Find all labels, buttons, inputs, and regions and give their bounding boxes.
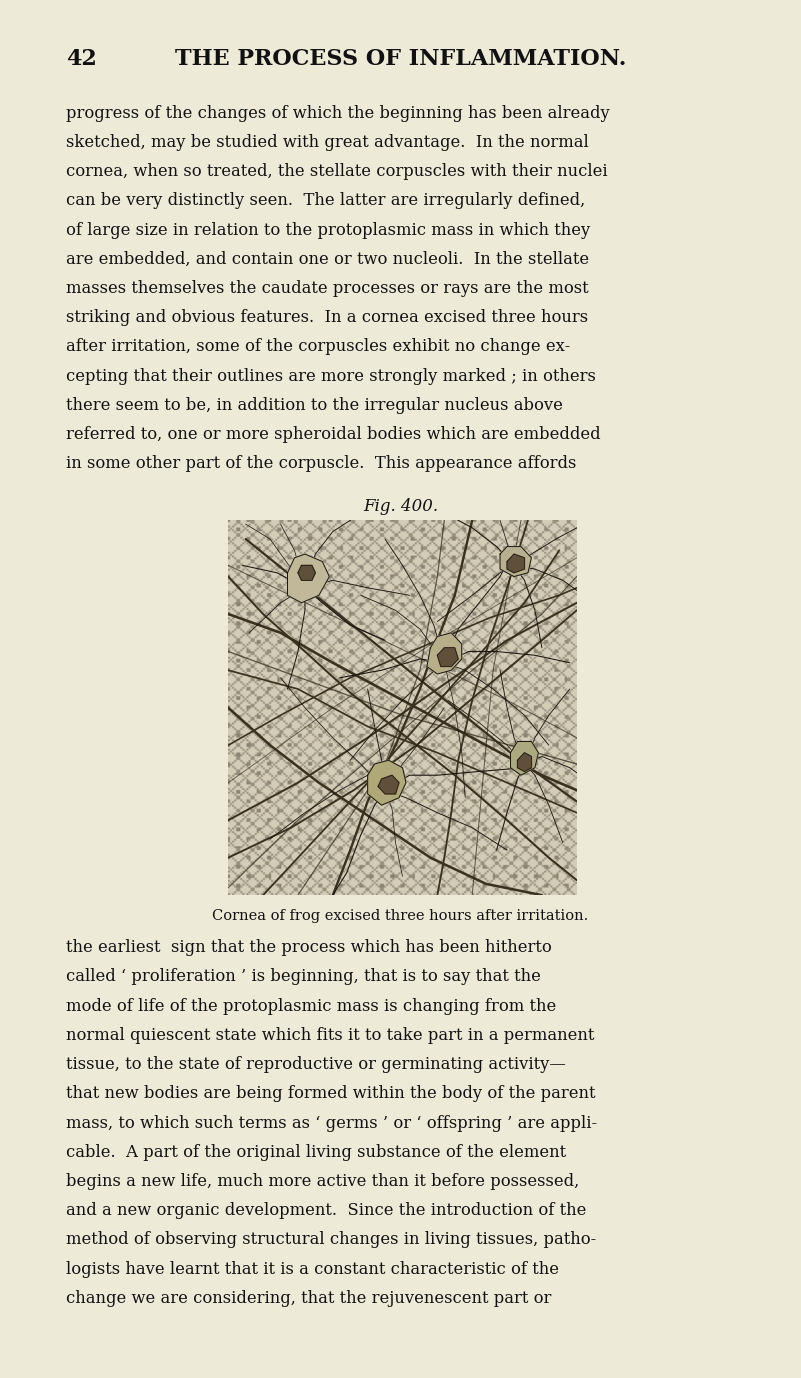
Text: masses themselves the caudate processes or rays are the most: masses themselves the caudate processes … <box>66 280 588 298</box>
Text: in some other part of the corpuscle.  This appearance affords: in some other part of the corpuscle. Thi… <box>66 455 576 473</box>
Text: Fig. 400.: Fig. 400. <box>363 499 438 515</box>
Text: method of observing structural changes in living tissues, patho-: method of observing structural changes i… <box>66 1232 596 1248</box>
Text: cepting that their outlines are more strongly marked ; in others: cepting that their outlines are more str… <box>66 368 596 384</box>
Text: referred to, one or more spheroidal bodies which are embedded: referred to, one or more spheroidal bodi… <box>66 426 600 444</box>
Text: mass, to which such terms as ‘ germs ’ or ‘ offspring ’ are appli-: mass, to which such terms as ‘ germs ’ o… <box>66 1115 597 1131</box>
Polygon shape <box>378 776 399 794</box>
Polygon shape <box>427 633 461 674</box>
Text: change we are considering, that the rejuvenescent part or: change we are considering, that the reju… <box>66 1290 551 1306</box>
Text: striking and obvious features.  In a cornea excised three hours: striking and obvious features. In a corn… <box>66 309 588 327</box>
Text: Cornea of frog excised three hours after irritation.: Cornea of frog excised three hours after… <box>212 909 589 923</box>
Text: the earliest  sign that the process which has been hitherto: the earliest sign that the process which… <box>66 940 551 956</box>
Text: of large size in relation to the protoplasmic mass in which they: of large size in relation to the protopl… <box>66 222 590 238</box>
Polygon shape <box>510 741 538 776</box>
Polygon shape <box>437 648 458 667</box>
Text: that new bodies are being formed within the body of the parent: that new bodies are being formed within … <box>66 1086 595 1102</box>
Polygon shape <box>298 565 316 580</box>
Text: and a new organic development.  Since the introduction of the: and a new organic development. Since the… <box>66 1202 586 1220</box>
Text: begins a new life, much more active than it before possessed,: begins a new life, much more active than… <box>66 1173 579 1191</box>
Text: are embedded, and contain one or two nucleoli.  In the stellate: are embedded, and contain one or two nuc… <box>66 251 589 267</box>
Polygon shape <box>368 761 406 805</box>
Text: there seem to be, in addition to the irregular nucleus above: there seem to be, in addition to the irr… <box>66 397 562 413</box>
Polygon shape <box>500 547 531 576</box>
Text: cable.  A part of the original living substance of the element: cable. A part of the original living sub… <box>66 1144 566 1160</box>
Text: sketched, may be studied with great advantage.  In the normal: sketched, may be studied with great adva… <box>66 134 589 152</box>
Text: tissue, to the state of reproductive or germinating activity—: tissue, to the state of reproductive or … <box>66 1056 566 1073</box>
Text: 42: 42 <box>66 48 97 70</box>
Polygon shape <box>288 554 329 602</box>
Text: THE PROCESS OF INFLAMMATION.: THE PROCESS OF INFLAMMATION. <box>175 48 626 70</box>
Text: can be very distinctly seen.  The latter are irregularly defined,: can be very distinctly seen. The latter … <box>66 193 585 209</box>
Text: cornea, when so treated, the stellate corpuscles with their nuclei: cornea, when so treated, the stellate co… <box>66 163 607 181</box>
Text: called ‘ proliferation ’ is beginning, that is to say that the: called ‘ proliferation ’ is beginning, t… <box>66 969 541 985</box>
Text: progress of the changes of which the beginning has been already: progress of the changes of which the beg… <box>66 105 610 121</box>
Text: after irritation, some of the corpuscles exhibit no change ex-: after irritation, some of the corpuscles… <box>66 339 570 356</box>
Polygon shape <box>517 752 531 772</box>
Text: logists have learnt that it is a constant characteristic of the: logists have learnt that it is a constan… <box>66 1261 558 1277</box>
Polygon shape <box>507 554 525 573</box>
Text: mode of life of the protoplasmic mass is changing from the: mode of life of the protoplasmic mass is… <box>66 998 556 1014</box>
Text: normal quiescent state which fits it to take part in a permanent: normal quiescent state which fits it to … <box>66 1027 594 1045</box>
